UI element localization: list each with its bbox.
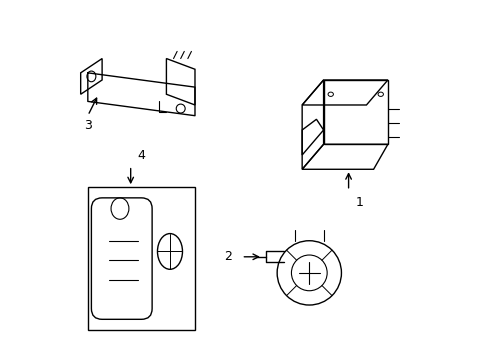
Text: 4: 4	[138, 149, 146, 162]
Text: 2: 2	[224, 250, 232, 263]
Text: 1: 1	[356, 196, 364, 209]
Text: 3: 3	[84, 119, 92, 132]
